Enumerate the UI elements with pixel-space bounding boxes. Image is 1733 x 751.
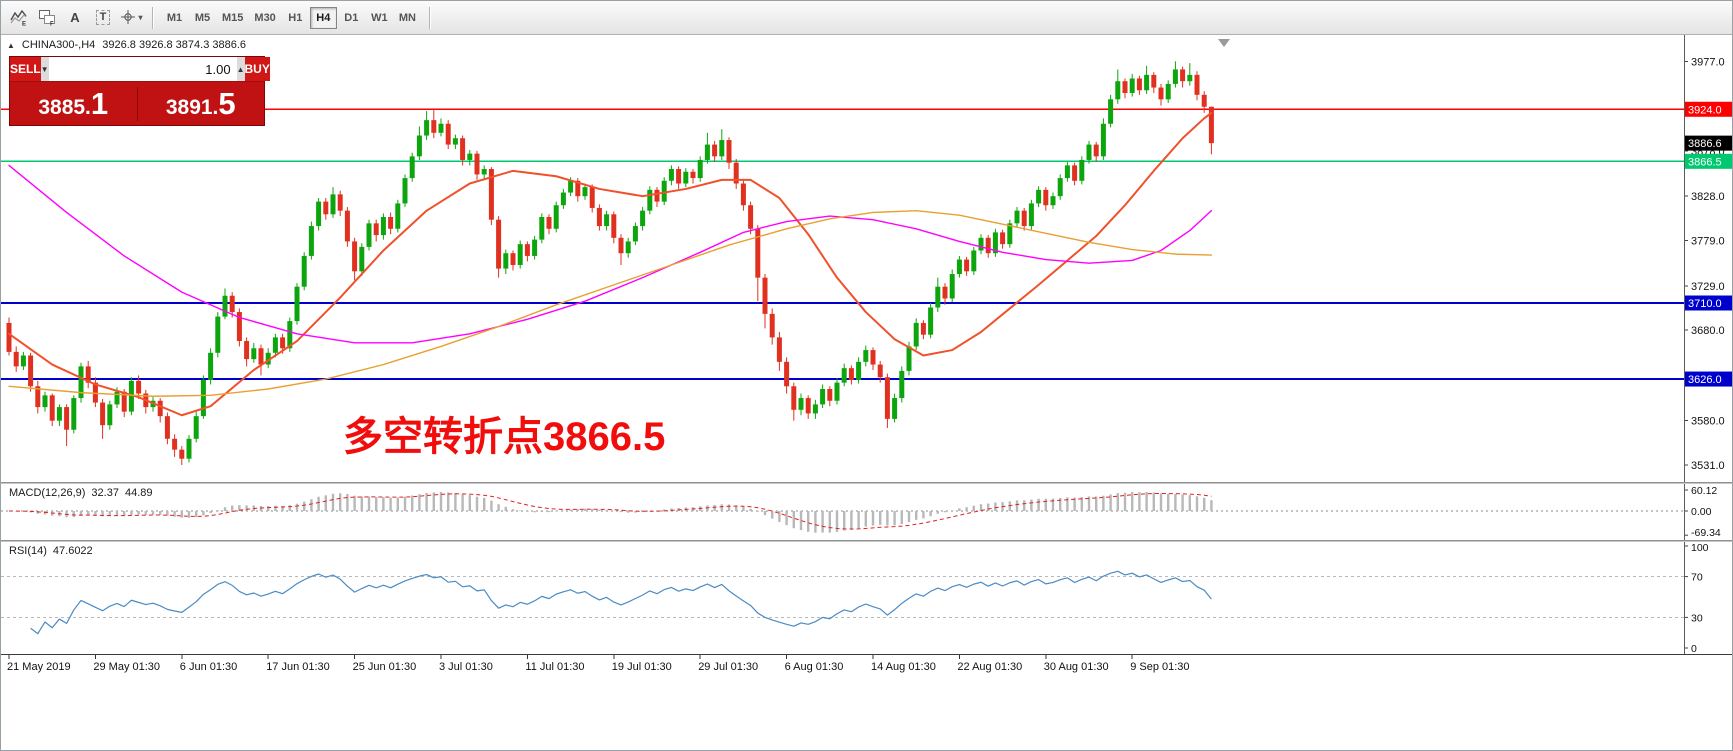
svg-text:29 May 01:30: 29 May 01:30 bbox=[93, 661, 160, 673]
panel-splitter[interactable] bbox=[1, 540, 1732, 542]
svg-text:3 Jul 01:30: 3 Jul 01:30 bbox=[439, 661, 493, 673]
sell-button[interactable]: SELL bbox=[10, 57, 41, 81]
volume-increase-icon[interactable]: ▲ bbox=[236, 57, 245, 81]
rsi-panel[interactable]: 100 70 30 0 RSI(14) 47.6022 bbox=[1, 542, 1732, 654]
timeframe-m30[interactable]: M30 bbox=[249, 7, 280, 29]
macd-panel[interactable]: 60.12 0.00 -69.34 MACD(12,26,9) 32.37 44.8… bbox=[1, 484, 1732, 540]
svg-text:3977.0: 3977.0 bbox=[1691, 56, 1725, 68]
crosshair-cursor-icon[interactable]: ▾ bbox=[118, 6, 144, 30]
price-divider bbox=[136, 86, 138, 121]
volume-decrease-icon[interactable]: ▼ bbox=[40, 57, 49, 81]
symbol-name: CHINA300-,H4 bbox=[21, 39, 96, 51]
time-axis[interactable]: 21 May 2019 29 May 01:30 6 Jun 01:30 17 Jun… bbox=[1, 654, 1732, 677]
objects-icon[interactable]: F bbox=[34, 6, 60, 30]
svg-text:30 Aug 01:30: 30 Aug 01:30 bbox=[1044, 661, 1109, 673]
price-chart-canvas[interactable]: 3977.03878.03828.03779.03729.03680.03630… bbox=[1, 35, 1733, 482]
rsi-label: RSI(14) 47.6022 bbox=[9, 545, 93, 557]
label-icon[interactable]: T bbox=[90, 6, 116, 30]
indicators-icon[interactable]: E bbox=[6, 6, 32, 30]
svg-text:19 Jul 01:30: 19 Jul 01:30 bbox=[612, 661, 672, 673]
timeframe-group: M1 M5 M15 M30 H1 H4 D1 W1 MN bbox=[161, 6, 421, 29]
timeframe-h1[interactable]: H1 bbox=[282, 7, 309, 29]
window-background bbox=[1, 677, 1732, 750]
timeframe-w1[interactable]: W1 bbox=[366, 7, 393, 29]
svg-text:-69.34: -69.34 bbox=[1691, 527, 1721, 539]
svg-text:60.12: 60.12 bbox=[1691, 485, 1717, 497]
svg-text:3828.0: 3828.0 bbox=[1691, 191, 1725, 203]
panel-splitter[interactable] bbox=[1, 482, 1732, 484]
toolbar-separator bbox=[428, 6, 430, 29]
timeframe-m1[interactable]: M1 bbox=[161, 7, 188, 29]
toolbar-separator bbox=[152, 6, 153, 29]
svg-text:22 Aug 01:30: 22 Aug 01:30 bbox=[957, 661, 1022, 673]
buy-button[interactable]: BUY bbox=[244, 57, 270, 81]
svg-text:3580.0: 3580.0 bbox=[1691, 416, 1725, 428]
svg-text:3710.0: 3710.0 bbox=[1688, 298, 1722, 310]
svg-text:3626.0: 3626.0 bbox=[1688, 374, 1722, 386]
chart-annotation[interactable]: 多空转折点3866.5 bbox=[343, 415, 666, 459]
rsi-canvas[interactable]: 100 70 30 0 bbox=[1, 542, 1733, 654]
svg-text:3779.0: 3779.0 bbox=[1691, 236, 1725, 248]
svg-text:3680.0: 3680.0 bbox=[1691, 325, 1725, 337]
macd-label: MACD(12,26,9) 32.37 44.89 bbox=[9, 487, 153, 499]
sell-price[interactable]: 3885. 1 bbox=[38, 85, 109, 121]
svg-text:29 Jul 01:30: 29 Jul 01:30 bbox=[698, 661, 758, 673]
svg-text:25 Jun 01:30: 25 Jun 01:30 bbox=[353, 661, 417, 673]
svg-text:70: 70 bbox=[1691, 572, 1703, 584]
buy-price[interactable]: 3891. 5 bbox=[165, 85, 236, 121]
chart-symbol-ohlc: ▲ CHINA300-,H4 3926.8 3926.8 3874.3 3886… bbox=[7, 39, 246, 51]
svg-text:E: E bbox=[22, 22, 26, 27]
text-icon[interactable]: A bbox=[62, 6, 88, 30]
svg-text:0.00: 0.00 bbox=[1691, 506, 1712, 518]
svg-text:17 Jun 01:30: 17 Jun 01:30 bbox=[266, 661, 330, 673]
timeframe-h4[interactable]: H4 bbox=[309, 6, 337, 29]
toolbar: E F A T ▾ M1 M5 M15 M30 H1 H4 D1 W1 MN bbox=[1, 1, 1732, 35]
svg-text:3886.6: 3886.6 bbox=[1688, 138, 1722, 150]
one-click-toggle-icon[interactable]: ▲ bbox=[7, 40, 15, 50]
volume-input[interactable] bbox=[48, 57, 237, 81]
timeframe-d1[interactable]: D1 bbox=[338, 7, 365, 29]
toolbar-icon-group: E F A T ▾ bbox=[6, 6, 144, 30]
main-chart-panel[interactable]: 3977.03878.03828.03779.03729.03680.03630… bbox=[1, 35, 1732, 482]
svg-text:11 Jul 01:30: 11 Jul 01:30 bbox=[525, 661, 584, 673]
svg-text:3729.0: 3729.0 bbox=[1691, 281, 1725, 293]
svg-text:3866.5: 3866.5 bbox=[1688, 156, 1722, 168]
svg-text:6 Jun 01:30: 6 Jun 01:30 bbox=[180, 661, 238, 673]
svg-text:100: 100 bbox=[1691, 542, 1709, 554]
timeframe-m5[interactable]: M5 bbox=[189, 7, 216, 29]
svg-text:3924.0: 3924.0 bbox=[1688, 104, 1722, 116]
macd-canvas[interactable]: 60.12 0.00 -69.34 bbox=[1, 484, 1733, 540]
svg-text:6 Aug 01:30: 6 Aug 01:30 bbox=[785, 661, 844, 673]
one-click-trade-panel: SELL ▼ ▲ BUY 3885.1 3891.5 bbox=[9, 56, 270, 126]
svg-text:F: F bbox=[50, 22, 54, 27]
svg-text:30: 30 bbox=[1691, 612, 1703, 624]
svg-text:9 Sep 01:30: 9 Sep 01:30 bbox=[1130, 661, 1189, 673]
timeframe-mn[interactable]: MN bbox=[394, 7, 421, 29]
svg-text:0: 0 bbox=[1691, 643, 1697, 654]
svg-text:21 May 2019: 21 May 2019 bbox=[7, 661, 71, 673]
ohlc-values: 3926.8 3926.8 3874.3 3886.6 bbox=[102, 39, 247, 51]
svg-text:3531.0: 3531.0 bbox=[1691, 460, 1725, 472]
timeframe-m15[interactable]: M15 bbox=[217, 7, 248, 29]
svg-text:14 Aug 01:30: 14 Aug 01:30 bbox=[871, 661, 936, 673]
time-axis-canvas: 21 May 2019 29 May 01:30 6 Jun 01:30 17 Jun… bbox=[7, 655, 1190, 673]
